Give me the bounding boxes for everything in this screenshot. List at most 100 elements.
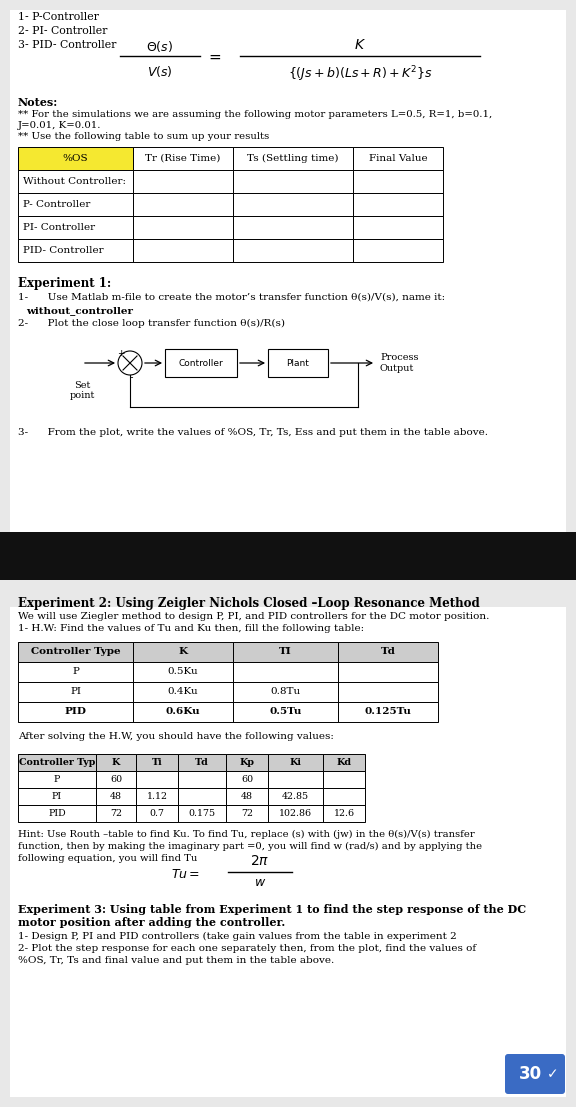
Text: 60: 60 (110, 775, 122, 784)
Bar (233, 642, 338, 662)
Bar (323, 805, 365, 823)
Text: 0.5Ku: 0.5Ku (168, 668, 198, 676)
Text: PI: PI (52, 792, 62, 801)
Text: 42.85: 42.85 (282, 792, 309, 801)
Text: K: K (179, 648, 188, 656)
Text: =: = (209, 50, 221, 64)
Text: Process
Output: Process Output (380, 353, 419, 373)
Text: Ki: Ki (290, 758, 301, 767)
Bar (233, 193, 353, 216)
Bar (136, 754, 178, 770)
Text: Set
point: Set point (69, 381, 94, 401)
Bar (18, 642, 133, 662)
Text: function, then by making the imaginary part =0, you will find w (rad/s) and by a: function, then by making the imaginary p… (18, 842, 482, 851)
Bar (18, 170, 133, 193)
Text: $V(s)$: $V(s)$ (147, 64, 173, 79)
Text: 3-      From the plot, write the values of %OS, Tr, Ts, Ess and put them in the : 3- From the plot, write the values of %O… (18, 428, 488, 437)
Text: 1-      Use Matlab m-file to create the motor’s transfer function θ(s)/V(s), nam: 1- Use Matlab m-file to create the motor… (18, 293, 445, 302)
Text: 1- Design P, PI and PID controllers (take gain values from the table in experime: 1- Design P, PI and PID controllers (tak… (18, 932, 457, 941)
Bar (133, 662, 233, 682)
Text: without_controller: without_controller (26, 306, 133, 315)
Bar (268, 788, 323, 805)
Bar (96, 788, 136, 805)
Text: 102.86: 102.86 (279, 809, 312, 818)
Bar (226, 805, 268, 823)
Text: 60: 60 (241, 775, 253, 784)
Bar (233, 662, 338, 682)
Text: Without Controller:: Without Controller: (23, 177, 126, 186)
Bar (338, 642, 438, 662)
Bar (353, 147, 443, 170)
Bar (0, 532, 576, 580)
Text: 0.175: 0.175 (188, 809, 215, 818)
Bar (323, 770, 365, 788)
Text: 2- PI- Controller: 2- PI- Controller (18, 25, 107, 37)
Bar (133, 193, 233, 216)
Bar (96, 770, 136, 788)
Bar (18, 193, 133, 216)
Text: Controller: Controller (179, 359, 223, 368)
Bar (233, 702, 338, 722)
Text: -: - (129, 372, 132, 382)
Text: ✓: ✓ (547, 1067, 559, 1082)
Bar (338, 682, 438, 702)
Text: PI: PI (70, 687, 81, 696)
Text: Td: Td (195, 758, 209, 767)
Text: We will use Ziegler method to design P, PI, and PID controllers for the DC motor: We will use Ziegler method to design P, … (18, 612, 490, 621)
Text: ** Use the following table to sum up your results: ** Use the following table to sum up you… (18, 132, 269, 141)
Circle shape (118, 351, 142, 375)
Bar (338, 662, 438, 682)
Text: 0.125Tu: 0.125Tu (365, 707, 411, 716)
Text: Hint: Use Routh –table to find Ku. To find Tu, replace (s) with (jw) in the θ(s): Hint: Use Routh –table to find Ku. To fi… (18, 830, 475, 839)
Bar (338, 702, 438, 722)
Bar (353, 170, 443, 193)
Text: %OS: %OS (63, 154, 88, 163)
Text: 1- P-Controller: 1- P-Controller (18, 12, 99, 22)
Bar (133, 702, 233, 722)
Text: ** For the simulations we are assuming the following motor parameters L=0.5, R=1: ** For the simulations we are assuming t… (18, 110, 492, 118)
Bar (18, 216, 133, 239)
Text: following equation, you will find Tu: following equation, you will find Tu (18, 853, 198, 863)
Text: 1- H.W: Find the values of Tu and Ku then, fill the following table:: 1- H.W: Find the values of Tu and Ku the… (18, 624, 364, 633)
Bar (10, 10, 566, 577)
Bar (323, 788, 365, 805)
Text: 3- PID- Controller: 3- PID- Controller (18, 40, 116, 50)
Text: 0.5Tu: 0.5Tu (270, 707, 302, 716)
Text: PID- Controller: PID- Controller (23, 246, 104, 255)
Text: 0.8Tu: 0.8Tu (271, 687, 301, 696)
Text: 0.6Ku: 0.6Ku (166, 707, 200, 716)
Bar (178, 805, 226, 823)
Bar (18, 770, 96, 788)
Bar (18, 239, 133, 262)
Text: K: K (112, 758, 120, 767)
Text: PI- Controller: PI- Controller (23, 223, 95, 232)
Bar (178, 770, 226, 788)
Text: Tr (Rise Time): Tr (Rise Time) (145, 154, 221, 163)
Text: 1.12: 1.12 (146, 792, 168, 801)
Bar (133, 170, 233, 193)
Bar (178, 754, 226, 770)
Bar (18, 702, 133, 722)
Bar (96, 754, 136, 770)
Bar (323, 754, 365, 770)
Bar (133, 642, 233, 662)
Text: J=0.01, K=0.01.: J=0.01, K=0.01. (18, 121, 101, 130)
Bar (233, 216, 353, 239)
Text: 0.4Ku: 0.4Ku (168, 687, 198, 696)
Text: Controller Type: Controller Type (31, 648, 120, 656)
Bar (233, 239, 353, 262)
Bar (268, 349, 328, 377)
Text: P: P (72, 668, 79, 676)
Bar (353, 193, 443, 216)
Text: TI: TI (279, 648, 292, 656)
Bar (18, 682, 133, 702)
Text: 30: 30 (518, 1065, 541, 1083)
Text: Experiment 3: Using table from Experiment 1 to find the step response of the DC: Experiment 3: Using table from Experimen… (18, 904, 526, 915)
Text: $\{(Js+b)(Ls+R)+K^2\}s$: $\{(Js+b)(Ls+R)+K^2\}s$ (287, 64, 433, 84)
Bar (133, 682, 233, 702)
Bar (18, 754, 96, 770)
Bar (10, 607, 566, 1097)
Bar (226, 754, 268, 770)
Text: Experiment 1:: Experiment 1: (18, 277, 111, 290)
Text: motor position after adding the controller.: motor position after adding the controll… (18, 917, 285, 928)
